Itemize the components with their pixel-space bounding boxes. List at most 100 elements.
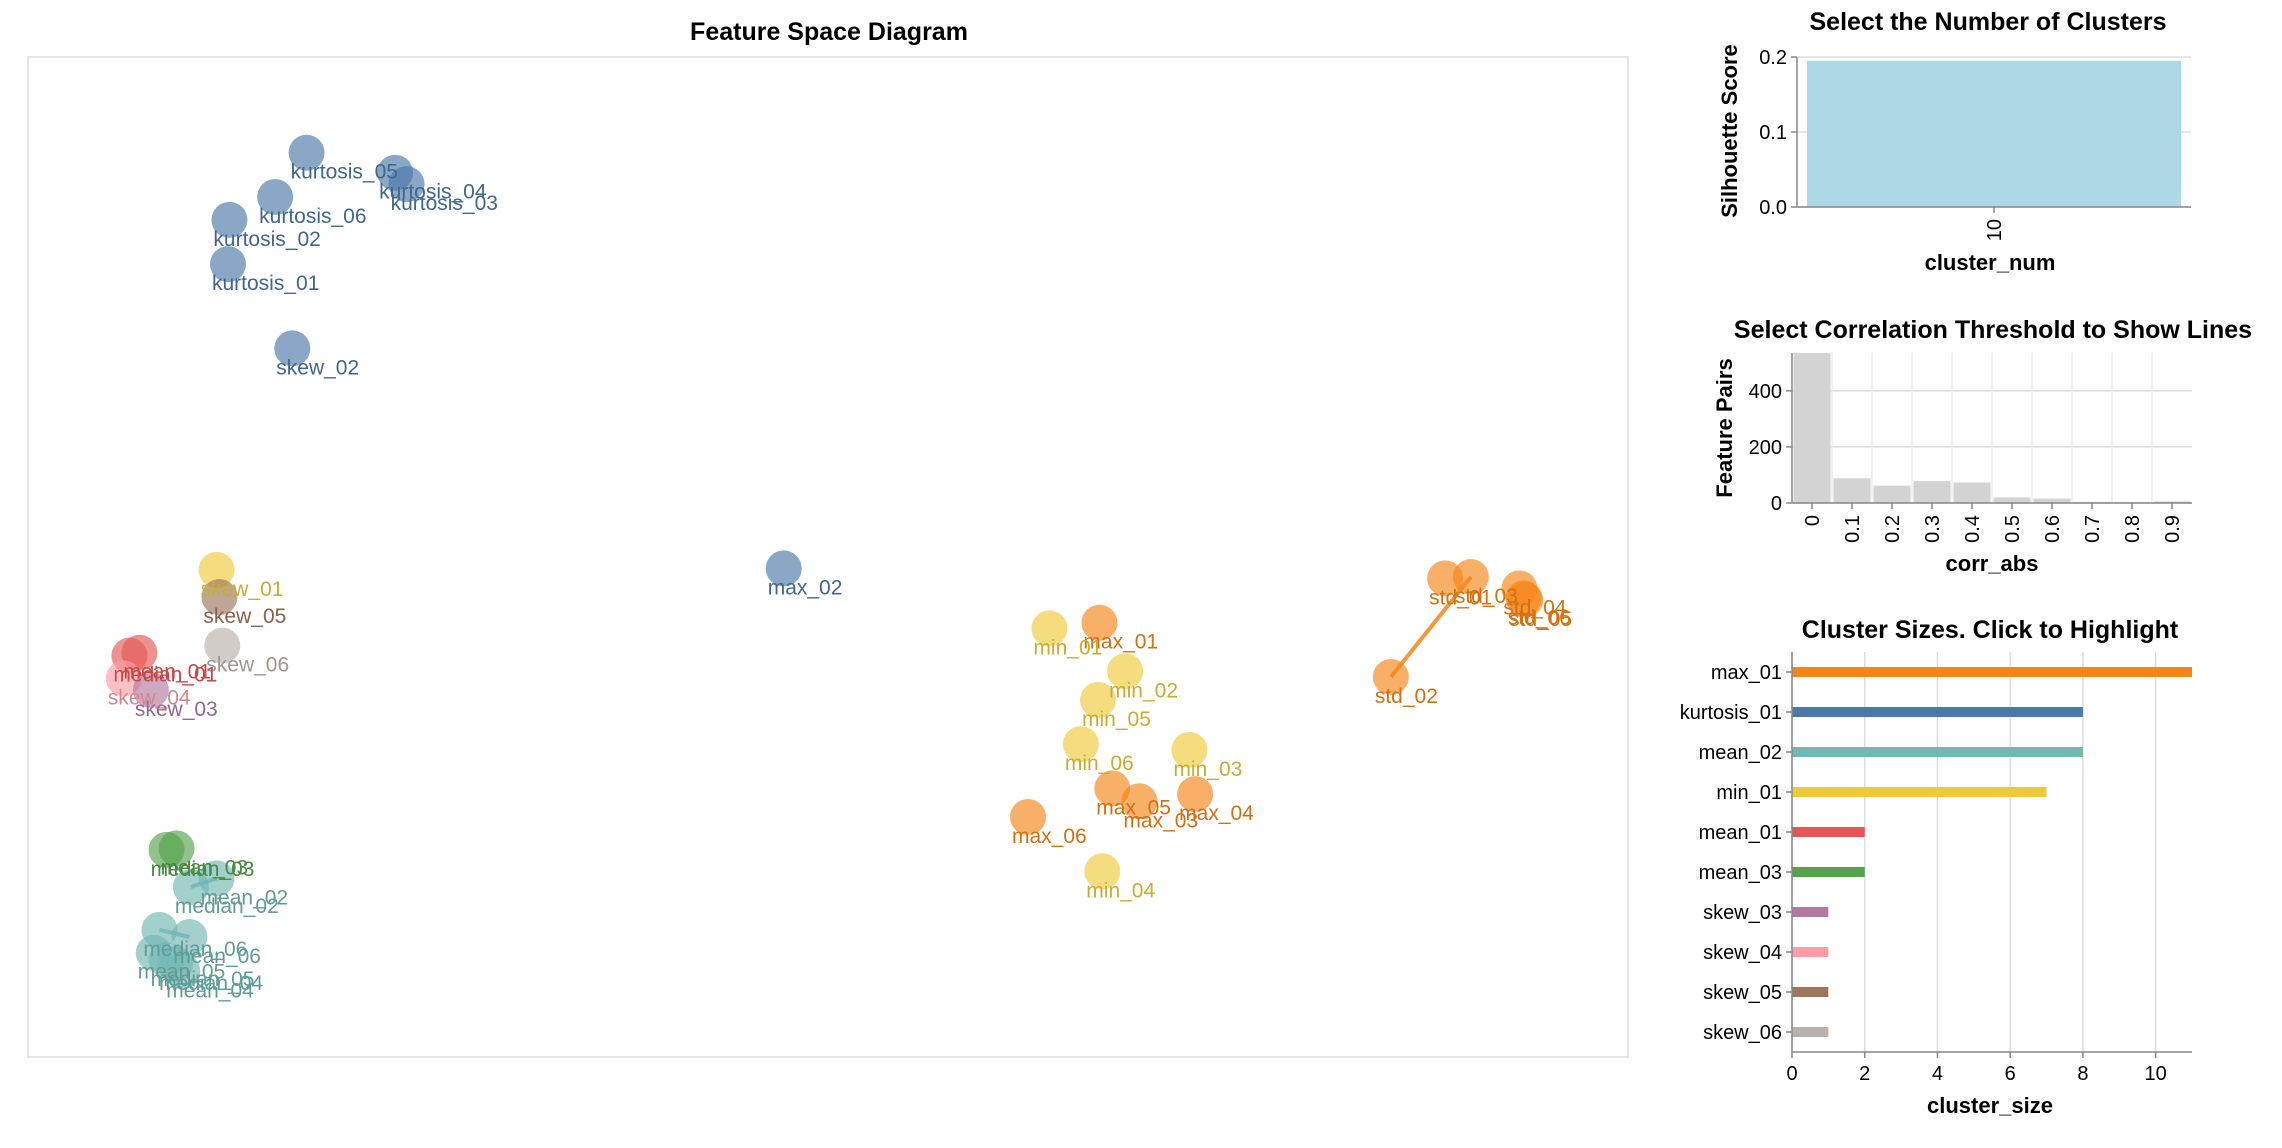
silhouette-title: Select the Number of Clusters (1809, 8, 2166, 36)
cluster-size-bar-mean-02[interactable] (1792, 747, 2083, 757)
histogram-x-tick-label: 0.1 (1842, 515, 1864, 543)
point-std-05[interactable] (1507, 581, 1544, 618)
cluster-size-bar-skew-06[interactable] (1792, 1027, 1829, 1037)
point-min-04[interactable] (1084, 853, 1121, 890)
scatter-frame (27, 56, 1629, 1058)
point-max-06[interactable] (1010, 799, 1046, 835)
point-label-mean-05: mean_05 (138, 961, 226, 984)
point-kurtosis-02[interactable] (211, 201, 248, 238)
silhouette-axes: 0.0 0.1 0.2 10 (1759, 47, 2191, 241)
cluster-sizes-y-tick-label-skew-04[interactable]: skew_04 (1703, 942, 1782, 964)
cluster-sizes-y-tick-label-mean-03[interactable]: mean_03 (1699, 862, 1782, 884)
point-label-min-02: min_02 (1109, 679, 1178, 702)
cluster-size-bar-kurtosis-01[interactable] (1792, 707, 2083, 717)
point-max-01[interactable] (1081, 604, 1118, 641)
point-skew-04[interactable] (105, 660, 142, 697)
silhouette-y-tick-label: 0.1 (1759, 122, 1787, 144)
point-label-median-06: median_06 (143, 938, 247, 961)
point-skew-03[interactable] (132, 671, 169, 708)
scatter-points[interactable]: kurtosis_05kurtosis_04kurtosis_03kurtosi… (105, 134, 1572, 1003)
point-label-skew-06: skew_06 (206, 654, 289, 677)
point-label-median-05: median_05 (151, 968, 255, 991)
cluster-size-bar-skew-03[interactable] (1792, 907, 1829, 917)
histogram-bar-0-3[interactable] (1913, 481, 1951, 503)
point-label-mean-04: mean_04 (166, 979, 254, 1002)
cluster-size-bar-max-01[interactable] (1792, 667, 2192, 677)
cluster-sizes-bars[interactable] (1792, 667, 2192, 1037)
point-std-03[interactable] (1452, 559, 1489, 595)
point-max-02[interactable] (765, 550, 802, 587)
point-max-05[interactable] (1094, 770, 1131, 807)
point-label-std-05: std_05 (1509, 608, 1572, 631)
cluster-size-bar-min-01[interactable] (1792, 787, 2047, 797)
histogram-bar-0-5[interactable] (1993, 497, 2031, 503)
point-min-02[interactable] (1107, 653, 1144, 690)
cluster-size-bar-skew-04[interactable] (1792, 947, 1829, 957)
cluster-sizes-y-tick-label-mean-01[interactable]: mean_01 (1699, 822, 1782, 844)
point-kurtosis-06[interactable] (257, 179, 294, 215)
histogram-bar-0-6[interactable] (2033, 498, 2071, 503)
histogram-y-title: Feature Pairs (1712, 358, 1737, 497)
cluster-sizes-x-tick-label: 4 (1932, 1063, 1943, 1085)
point-skew-06[interactable] (204, 627, 241, 664)
cluster-sizes-y-tick-label-skew-05[interactable]: skew_05 (1703, 982, 1782, 1004)
histogram-bar-0-1[interactable] (1833, 478, 1871, 503)
point-skew-02[interactable] (274, 330, 311, 367)
point-label-std-03: std_03 (1455, 585, 1518, 608)
point-label-mean-02: mean_02 (201, 886, 289, 909)
point-std-01[interactable] (1427, 560, 1464, 597)
point-kurtosis-03[interactable] (388, 166, 425, 203)
cluster-sizes-y-tick-label-max-01[interactable]: max_01 (1711, 662, 1782, 684)
point-label-std-06: std_06 (1508, 606, 1571, 629)
point-label-std-02: std_02 (1375, 685, 1438, 708)
point-min-03[interactable] (1171, 731, 1208, 768)
histogram-bar-0-9[interactable] (2153, 501, 2191, 503)
cluster-sizes-y-tick-label-mean-02[interactable]: mean_02 (1699, 742, 1782, 764)
point-label-median-02: median_02 (175, 895, 279, 918)
cluster-sizes-y-tick-label-kurtosis-01[interactable]: kurtosis_01 (1680, 702, 1782, 724)
point-skew-05[interactable] (201, 579, 238, 615)
silhouette-bars[interactable] (1807, 60, 2181, 207)
histogram-bar-0-2[interactable] (1873, 485, 1911, 503)
point-skew-01[interactable] (198, 551, 235, 588)
point-mean-03[interactable] (158, 830, 195, 867)
histogram-bar-0[interactable] (1793, 353, 1831, 503)
point-label-skew-04: skew_04 (108, 686, 191, 709)
point-median-02[interactable] (172, 869, 209, 905)
cluster-sizes-y-tick-label-skew-03[interactable]: skew_03 (1703, 902, 1782, 924)
cluster-size-bar-skew-05[interactable] (1792, 987, 1829, 997)
point-label-skew-02: skew_02 (276, 356, 359, 379)
point-std-02[interactable] (1372, 659, 1409, 695)
point-min-06[interactable] (1062, 726, 1099, 763)
cluster-sizes-x-tick-label: 6 (2005, 1063, 2016, 1085)
histogram-y-tick-label: 0 (1771, 493, 1782, 515)
silhouette-y-title: Silhouette Score (1717, 44, 1742, 218)
point-kurtosis-01[interactable] (210, 246, 246, 283)
point-label-min-05: min_05 (1082, 708, 1151, 731)
point-min-05[interactable] (1080, 681, 1116, 718)
cluster-sizes-y-tick-label-skew-06[interactable]: skew_06 (1703, 1022, 1782, 1044)
histogram-x-tick-label: 0 (1802, 515, 1824, 526)
histogram-x-tick-label: 0.7 (2082, 515, 2104, 543)
cluster-size-bar-mean-03[interactable] (1792, 867, 1865, 877)
point-kurtosis-05[interactable] (288, 134, 325, 171)
histogram-x-tick-label: 0.6 (2042, 515, 2064, 543)
point-mean-01[interactable] (121, 634, 158, 671)
histogram-x-tick-label: 0.3 (1922, 515, 1944, 543)
feature-space-panel: Feature Space Diagram kurtosis_05kurtosi… (27, 18, 1629, 1058)
point-label-max-05: max_05 (1096, 796, 1171, 819)
point-max-04[interactable] (1177, 776, 1214, 813)
point-label-kurtosis-01: kurtosis_01 (212, 272, 319, 295)
cluster-sizes-y-tick-label-min-01[interactable]: min_01 (1716, 782, 1782, 804)
point-mean-06[interactable] (171, 919, 208, 955)
cluster-size-bar-mean-01[interactable] (1792, 827, 1865, 837)
correlation-threshold-panel: Select Correlation Threshold to Show Lin… (1712, 316, 2252, 576)
point-label-skew-05: skew_05 (203, 605, 286, 628)
point-max-03[interactable] (1121, 783, 1158, 820)
silhouette-bar-10[interactable] (1807, 60, 2181, 207)
histogram-bar-0-4[interactable] (1953, 482, 1991, 503)
point-min-01[interactable] (1031, 610, 1068, 647)
silhouette-x-tick-label: 10 (1984, 219, 2006, 241)
point-mean-04[interactable] (164, 953, 201, 990)
histogram-bars[interactable] (1793, 353, 2191, 503)
